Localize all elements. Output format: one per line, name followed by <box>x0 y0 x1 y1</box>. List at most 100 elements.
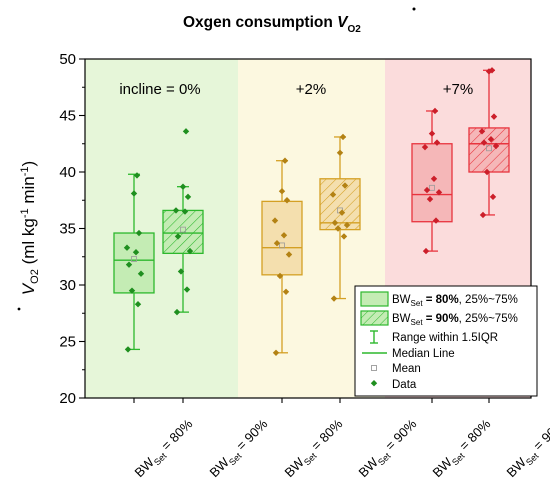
data-point <box>343 221 351 229</box>
y-tick-label: 35 <box>59 221 76 238</box>
axes: 20 25 30 35 40 45 50 <box>59 51 532 407</box>
title-var: V <box>337 14 349 31</box>
x-tick-label: BWSet = 80% <box>132 416 198 482</box>
data-point <box>135 229 143 237</box>
panel-label-incline-0: incline = 0% <box>119 81 200 98</box>
iqr-box <box>113 232 155 294</box>
box-group <box>261 157 303 356</box>
iqr-box <box>468 127 510 173</box>
mean-marker <box>486 145 492 152</box>
legend-swatch-mean <box>371 365 377 371</box>
legend-entry-data: Data <box>392 379 417 391</box>
x-tick-labels: BWSet = 80% BWSet = 90% BWSet = 80% BWSe… <box>132 416 550 482</box>
data-point <box>183 286 191 293</box>
data-point <box>428 130 436 137</box>
data-point <box>272 349 280 356</box>
data-point <box>339 133 347 141</box>
legend-entry-mean: Mean <box>392 363 421 375</box>
data-point <box>433 139 441 146</box>
data-point <box>492 142 500 150</box>
data-point <box>177 268 185 275</box>
data-point <box>341 182 349 189</box>
data-point <box>184 193 192 201</box>
mean-marker <box>180 226 186 233</box>
mean-marker <box>429 184 435 191</box>
data-point <box>283 197 291 204</box>
data-point <box>488 67 496 74</box>
data-point <box>186 247 194 255</box>
data-point <box>133 172 141 179</box>
data-point <box>124 346 132 353</box>
data-point <box>285 251 293 258</box>
mean-marker <box>279 242 285 249</box>
y-tick-label: 30 <box>59 277 76 294</box>
data-point <box>431 107 439 115</box>
legend-entry-range: Range within 1.5IQR <box>392 332 498 344</box>
data-point <box>479 211 487 219</box>
data-point <box>130 190 138 197</box>
legend: BWSet = 80%, 25%~75% BWSet = 90%, 25%~75… <box>354 285 538 397</box>
data-point <box>181 208 189 215</box>
legend-swatch-whisker <box>370 330 378 344</box>
x-tick-label: BWSet = 80% <box>282 416 348 482</box>
data-point <box>483 168 491 176</box>
data-point <box>489 193 497 201</box>
x-tick-label: BWSet = 90% <box>207 416 273 482</box>
x-tick-label: BWSet = 90% <box>504 416 550 482</box>
panel-label-incline-7: +7% <box>443 81 473 98</box>
data-point <box>123 244 131 251</box>
ylabel-var-dot <box>17 307 21 311</box>
legend-entry-bw90: BWSet = 90%, 25%~75% <box>392 313 518 327</box>
box-group <box>468 67 510 219</box>
data-point <box>282 288 290 295</box>
data-point <box>480 139 488 146</box>
data-point <box>134 301 142 308</box>
data-point <box>182 128 190 135</box>
data-point <box>421 143 429 151</box>
box-plots <box>113 67 510 356</box>
data-point <box>340 233 348 240</box>
data-point <box>273 239 281 247</box>
legend-swatch-data <box>370 380 378 387</box>
data-point <box>172 207 180 214</box>
data-point <box>278 188 286 195</box>
chart-title: Oxgen consumption VO2 <box>183 14 361 35</box>
data-point <box>173 308 181 316</box>
iqr-box <box>411 143 453 223</box>
box-group <box>113 172 155 353</box>
data-point <box>330 295 338 302</box>
y-tick-label: 45 <box>59 108 76 125</box>
y-tick-label: 40 <box>59 164 76 181</box>
x-tick-label: BWSet = 80% <box>430 416 496 482</box>
box-group <box>411 107 453 255</box>
mean-marker <box>131 256 137 262</box>
legend-swatch-box-solid <box>360 291 389 307</box>
legend-entry-median: Median Line <box>392 348 455 360</box>
x-tick-label: BWSet = 90% <box>356 416 422 482</box>
legend-entry-bw80: BWSet = 80%, 25%~75% <box>392 294 518 308</box>
svg-text:VO2 (ml kg-1 min-1): VO2 (ml kg-1 min-1) <box>19 161 41 295</box>
panel-label-incline-2: +2% <box>296 81 326 98</box>
data-point <box>423 186 431 194</box>
box-group <box>162 128 204 316</box>
data-point <box>128 287 136 294</box>
data-point <box>432 217 440 224</box>
data-point <box>276 272 284 280</box>
y-tick-label: 20 <box>59 390 76 407</box>
legend-swatch-box-hatched <box>360 310 389 326</box>
box-group <box>319 133 361 302</box>
data-point <box>137 270 145 277</box>
data-point <box>280 232 288 239</box>
title-var-dot <box>412 7 416 11</box>
panel-background <box>85 59 238 398</box>
data-point <box>179 183 187 190</box>
data-point <box>487 136 495 143</box>
data-point <box>338 209 346 216</box>
data-point <box>435 189 443 196</box>
data-point <box>430 175 438 182</box>
y-tick-label: 50 <box>59 51 76 68</box>
data-point <box>271 217 279 224</box>
data-point <box>132 249 140 256</box>
data-point <box>426 195 434 203</box>
